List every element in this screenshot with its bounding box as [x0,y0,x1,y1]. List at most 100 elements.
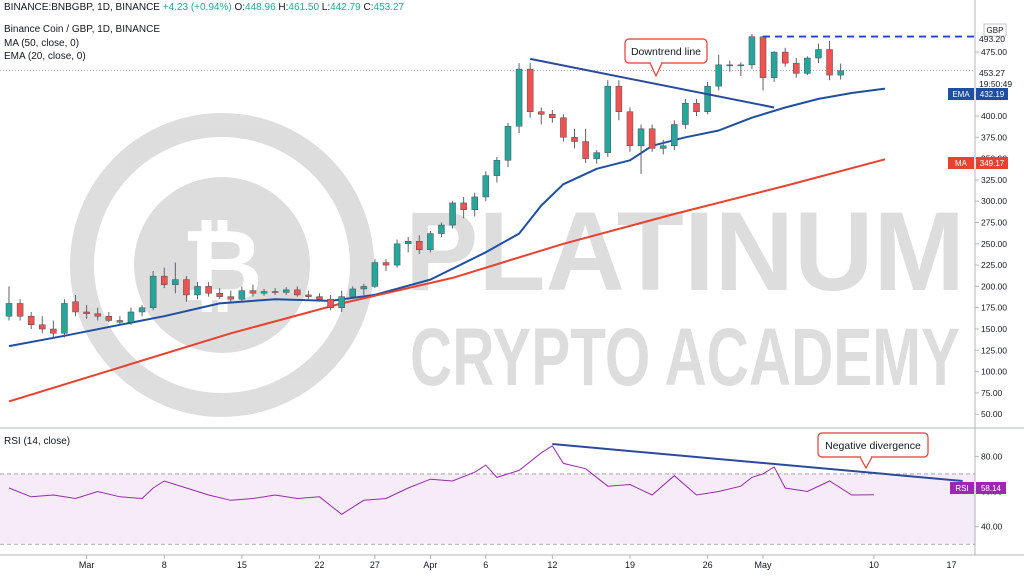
candle-down [72,294,79,317]
ma-legend[interactable]: MA (50, close, 0) [4,38,80,49]
ema-tag-box [948,88,974,100]
candle-body [238,290,246,300]
price-tick-label: 125.00 [981,345,1007,355]
candle-up [5,286,13,321]
grid [0,0,1024,556]
downtrend-callout-pointer [649,62,663,78]
candle-up [748,34,756,70]
candle-up [438,222,445,237]
candle-down [793,58,800,78]
low-value: 442.79 [330,2,361,13]
candle-body [316,296,323,300]
rsi-tick-label: 80.00 [981,451,1003,461]
candle-body [793,62,800,74]
candle-body [27,315,35,325]
rsi-tag-box [950,482,974,494]
candle-body [604,85,612,153]
candle-down [50,320,57,338]
candle-body [61,303,68,334]
candle-body [493,160,501,176]
chart-title: Binance Coin / GBP, 1D, BINANCE [4,24,160,35]
candle-body [149,275,157,308]
candle-up [371,259,379,289]
candle-body [216,292,223,297]
candle-body [127,311,135,323]
candle-body [538,111,545,115]
candle-body [726,64,734,67]
candle-down [83,305,90,319]
candle-body [50,328,57,334]
time-tick-label: 27 [370,560,380,570]
ohlc-header: BINANCE:BNBGBP, 1D, BINANCE +4.23 (+0.94… [4,2,404,13]
candle-down [227,290,235,302]
candle-up [172,262,179,294]
candle-down [416,235,423,255]
candle-body [471,196,478,210]
candle-up [515,63,523,134]
candle-body [704,85,711,112]
candle-body [504,125,512,161]
candle-down [549,110,556,123]
ma-line [8,158,886,403]
rsi-legend[interactable]: RSI (14, close) [4,436,71,447]
candle-body [571,137,578,142]
price-tick-label: 175.00 [981,303,1007,313]
ema-legend[interactable]: EMA (20, close, 0) [4,51,86,62]
candle-body [393,243,401,266]
candle-up [393,239,401,268]
candle-body [615,85,623,112]
candle-body [416,240,423,251]
candle-up [360,283,368,295]
price-tick-label: 100.00 [981,367,1007,377]
candle-body [438,224,445,234]
candle-up [815,43,822,64]
currency-tag-box [983,23,1007,37]
candle-body [815,49,822,59]
candle-body [582,141,589,159]
candle-body [427,233,434,251]
time-tick-label: 22 [314,560,324,570]
candle-body [682,102,689,125]
candle-down [382,259,390,272]
candle-up [770,51,778,82]
candle-up [260,288,268,296]
candle-body [5,303,13,317]
candle-down [271,288,279,295]
candle-body [759,36,767,78]
candle-body [327,298,334,308]
ema-tag-label: EMA [952,90,970,99]
candle-up [149,271,157,311]
price-tick-label: 400.00 [981,111,1007,121]
candle-body [294,289,301,296]
indicator-lines [8,87,886,515]
watermark-coin [134,177,310,353]
candle-down [460,196,467,219]
divergence-line [552,443,963,482]
open-label: O: [234,2,246,13]
time-tick-label: May [755,560,773,570]
price-tick-label: 50.00 [981,409,1003,419]
price-tick-label: 275.00 [981,218,1007,228]
candle-down [105,311,113,323]
divergence-callout-pointer [859,456,873,470]
pointer-mask-2 [861,455,871,458]
price-tick-label: 250.00 [981,239,1007,249]
time-tick-label: 17 [947,560,957,570]
candle-down [316,293,323,302]
candle-up [282,287,290,295]
candle-down [216,288,223,300]
candle-up [682,98,689,129]
rsi-band [0,473,975,545]
candle-body [460,202,467,210]
candle-body [482,175,490,198]
ma-tag-label: MA [955,159,968,168]
candle-up [593,150,600,164]
resistance-tag: 493.20 [979,34,1005,44]
price-tick-label: 75.00 [981,388,1003,398]
symbol: BINANCE:BNBGBP, 1D, BINANCE [4,2,160,13]
watermark-bitcoin-glyph: ₿ [181,210,263,322]
divergence-callout: Negative divergence [817,432,929,470]
candle-body [194,286,201,296]
